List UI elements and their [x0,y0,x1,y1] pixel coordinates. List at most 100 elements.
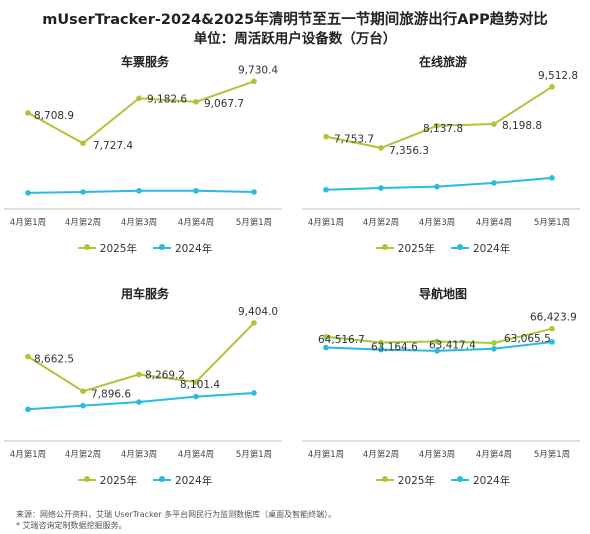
data-point [193,99,199,105]
data-point [434,348,440,354]
chart-title: 用车服务 [120,287,169,301]
data-label: 7,753.7 [334,134,374,146]
legend-item: 2024年 [451,241,510,256]
x-tick-label: 4月第1周 [308,449,344,460]
data-label: 8,662.5 [34,354,74,366]
legend-swatch [77,244,96,250]
x-tick-label: 4月第1周 [308,217,344,228]
legend-label: 2024年 [473,474,511,487]
legend-label: 2024年 [175,242,213,255]
data-point [491,340,497,346]
data-point [378,185,384,191]
data-point [25,353,31,360]
chart-panel: 在线旅游 4月第1周 4月第2周 4月第3周 4月第4周 5月第1周 7,753.7 7,35… [298,53,588,293]
data-label: 8,137.8 [423,123,463,135]
chart-legend: 2025年 2024年 [0,240,290,256]
data-point [251,390,257,396]
data-point [549,175,555,181]
data-label: 64,516.7 [318,334,365,346]
legend-swatch [451,244,469,250]
data-point [434,122,440,129]
x-tick-label: 4月第4周 [476,217,512,228]
x-tick-label: 4月第4周 [476,449,512,460]
data-label: 9,512.8 [538,70,578,82]
legend-swatch [153,244,171,250]
legend-label: 2025年 [397,242,435,255]
data-point [378,346,384,353]
legend-item: 2024年 [153,473,212,488]
data-label: 9,730.4 [238,64,278,76]
data-point [136,399,142,405]
legend-swatch [153,476,171,482]
data-label: 8,198.8 [502,120,542,132]
data-point [136,371,142,378]
data-point [136,187,142,194]
data-point [80,140,86,147]
x-tick-label: 4月第3周 [419,217,455,228]
data-point [491,180,497,186]
footnote-line: * 艾瑞咨询定制数据挖掘服务。 [16,521,127,530]
data-point [136,95,142,102]
legend-item: 2025年 [77,241,137,256]
data-point [378,339,384,346]
chart-title: 在线旅游 [418,55,467,69]
data-point [491,345,497,352]
legend-swatch [77,476,96,482]
legend-item: 2025年 [375,241,435,256]
data-point [25,110,31,116]
x-tick-label: 5月第1周 [534,217,570,228]
data-label: 9,182.6 [147,93,187,105]
data-point [378,145,384,151]
data-point [434,338,440,345]
data-point [549,84,555,90]
line-chart: 4月第1周 4月第2周 4月第3周 4月第4周 5月第1周 64,516.7 63,164.… [302,312,580,460]
data-label: 9,404.0 [238,306,278,318]
data-label: 7,896.6 [91,388,131,400]
x-tick-label: 4月第3周 [121,217,157,228]
chart-title: 车票服务 [120,55,169,69]
data-point [434,183,440,190]
data-point [80,388,86,395]
x-tick-label: 4月第1周 [10,217,46,228]
x-tick-label: 4月第1周 [10,449,46,460]
x-tick-label: 4月第2周 [363,449,399,460]
legend-item: 2025年 [375,473,435,488]
line-chart: 4月第1周 4月第2周 4月第3周 4月第4周 5月第1周 8,708.9 7,727.4 9… [4,64,282,228]
x-tick-label: 5月第1周 [236,217,272,228]
data-point [549,325,555,332]
legend-label: 2025年 [99,242,137,255]
data-label: 7,727.4 [93,140,133,152]
data-label: 63,164.6 [371,342,418,354]
source-note: 来源：网络公开资料，艾瑞 UserTracker 多平台网民行为监测数据库（桌面… [16,509,336,531]
chart-title: 导航地图 [418,287,467,301]
data-point [80,189,86,195]
x-tick-label: 4月第3周 [121,449,157,460]
legend-label: 2025年 [397,474,435,487]
x-tick-label: 4月第4周 [178,449,214,460]
data-point [323,344,329,351]
chart-panel: 用车服务 4月第1周 4月第2周 4月第3周 4月第4周 5月第1周 8,662.5 7,89… [0,285,290,525]
data-label: 63,065.5 [504,333,551,345]
data-point [323,186,329,193]
legend-swatch [451,476,469,482]
legend-label: 2024年 [473,242,511,255]
data-point [251,78,257,85]
chart-panel: 车票服务 4月第1周 4月第2周 4月第3周 4月第4周 5月第1周 8,708.9 7,72… [0,53,290,293]
data-point [193,187,199,194]
legend-swatch [375,244,394,250]
data-point [549,339,555,345]
data-point [193,393,199,400]
data-label: 7,356.3 [389,145,429,157]
data-point [25,190,31,196]
chart-legend: 2025年 2024年 [298,240,588,256]
legend-item: 2024年 [451,473,510,488]
data-label: 8,269.2 [145,369,185,381]
page-title: mUserTracker-2024&2025年清明节至五一节期间旅游出行APP趋… [42,12,548,28]
data-point [25,406,31,413]
chart-legend: 2025年 2024年 [298,472,588,488]
line-chart: 4月第1周 4月第2周 4月第3周 4月第4周 5月第1周 7,753.7 7,356.3 8… [302,70,580,228]
x-tick-label: 4月第2周 [65,449,101,460]
x-tick-label: 4月第2周 [363,217,399,228]
data-label: 63,417.4 [429,339,476,351]
page-subtitle: 单位：周活跃用户设备数（万台） [193,31,397,47]
